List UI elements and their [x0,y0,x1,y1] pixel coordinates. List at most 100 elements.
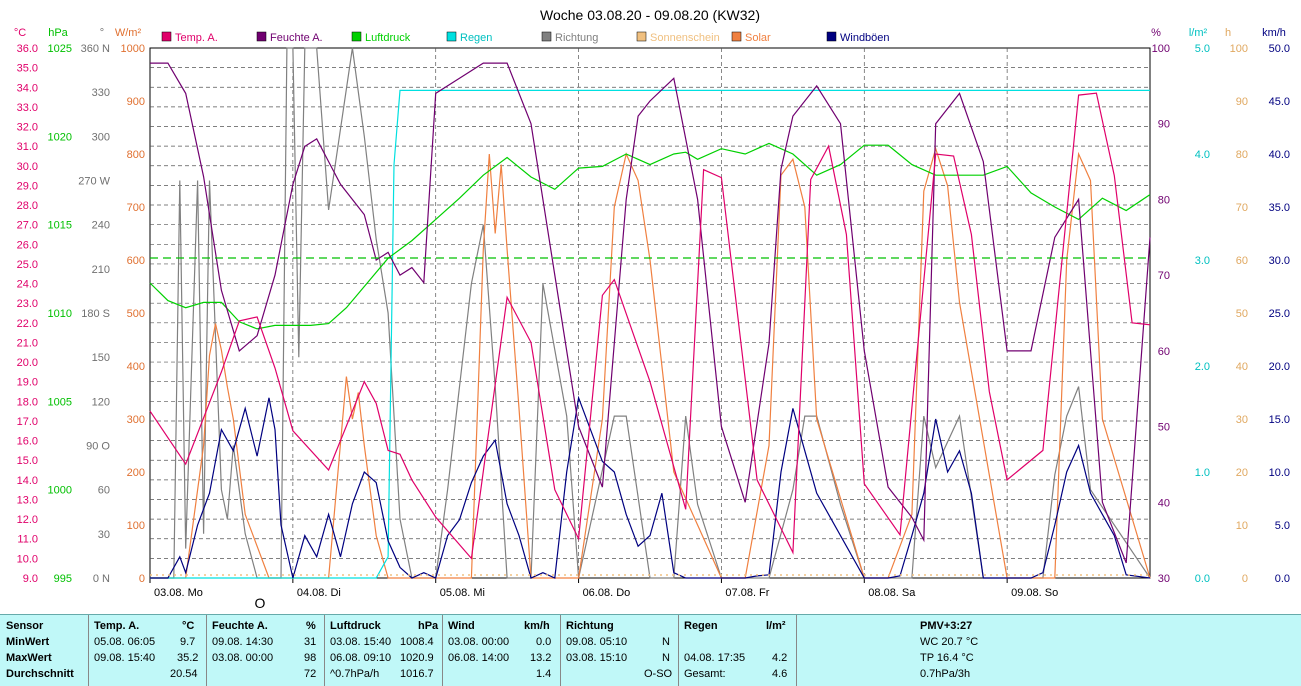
pmv-tp: TP 16.4 °C [920,652,974,664]
rain-total-value: 4.6 [772,668,788,680]
y-tick-temp: 17.0 [17,416,38,428]
y-tick-sunshine: 50 [1236,308,1248,320]
header-press: Luftdruck [330,620,381,632]
x-tick-label: 09.08. So [1011,587,1058,599]
y-tick-solar: 400 [127,361,145,373]
temp-min-time: 05.08. 06:05 [94,636,156,648]
y-tick-direction: 180 S [81,308,110,320]
y-tick-wind: 20.0 [1269,361,1290,373]
y-tick-rain: 3.0 [1195,255,1210,267]
temp-max-value: 35.2 [177,652,199,664]
y-tick-humidity: 70 [1158,270,1170,282]
x-tick-label: 07.08. Fr [725,587,769,599]
y-tick-temp: 32.0 [17,122,38,134]
legend-label: Richtung [555,32,598,44]
y-tick-wind: 45.0 [1269,96,1290,108]
header-pmv: PMV+3:27 [920,620,973,632]
wind-min-time: 03.08. 00:00 [448,636,510,648]
y-tick-temp: 10.0 [17,553,38,565]
legend-swatch [256,31,267,42]
header-rain-unit: l/m² [766,620,786,632]
press-min-time: 03.08. 15:40 [330,636,392,648]
y-tick-rain: 2.0 [1195,361,1210,373]
y-tick-pressure: 1025 [48,43,72,55]
y-tick-temp: 25.0 [17,259,38,271]
y-tick-solar: 700 [127,202,145,214]
y-tick-wind: 10.0 [1269,467,1290,479]
y-tick-humidity: 80 [1158,194,1170,206]
y-tick-solar: 1000 [121,43,145,55]
y-tick-humidity: 90 [1158,119,1170,131]
y-tick-wind: 35.0 [1269,202,1290,214]
y-tick-temp: 26.0 [17,239,38,251]
unit-direction: ° [100,27,104,39]
y-tick-solar: 0 [139,573,145,585]
unit-temp: °C [14,27,26,39]
series-line-windb-en [150,395,1151,579]
x-tick-label: 08.08. Sa [868,587,916,599]
y-tick-solar: 200 [127,467,145,479]
hum-max-value: 98 [304,652,317,664]
y-tick-temp: 21.0 [17,337,38,349]
row-min-label: MinWert [6,636,50,648]
y-tick-wind: 15.0 [1269,414,1290,426]
wind-max-value: 13.2 [530,652,552,664]
y-tick-temp: 34.0 [17,82,38,94]
legend-label: Feuchte A. [270,32,323,44]
unit-pressure: hPa [48,27,68,39]
y-tick-temp: 12.0 [17,514,38,526]
x-tick-label: 03.08. Mo [154,587,203,599]
y-tick-temp: 9.0 [23,573,38,585]
legend-swatch [826,31,837,42]
legend-swatch [161,31,172,42]
dir-avg-value: O-SO [644,668,673,680]
x-tick-label: 06.08. Do [583,587,631,599]
series-line-luftdruck [149,142,1151,330]
y-tick-sunshine: 40 [1236,361,1248,373]
header-press-unit: hPa [418,620,439,632]
legend-label: Sonnenschein [650,32,720,44]
press-max-time: 06.08. 09:10 [330,652,392,664]
header-wind-unit: km/h [524,620,550,632]
series-line-feuchte-a- [150,62,1151,564]
y-tick-solar: 300 [127,414,145,426]
header-rain: Regen [684,620,718,632]
legend-label: Solar [745,32,771,44]
y-tick-temp: 28.0 [17,200,38,212]
series-line-solar [150,146,1151,579]
weather-chart: Woche 03.08.20 - 09.08.20 (KW32) 03.08. M… [14,7,1290,611]
legend-swatch [446,31,457,42]
y-tick-temp: 31.0 [17,141,38,153]
y-tick-direction: 0 N [93,573,110,585]
y-tick-direction: 150 [92,352,110,364]
series-line-regen [150,89,1150,579]
y-tick-sunshine: 20 [1236,467,1248,479]
y-tick-pressure: 1000 [48,485,72,497]
press-avg-trend: ^0.7hPa/h [330,668,380,680]
y-tick-sunshine: 0 [1242,573,1248,585]
y-tick-wind: 25.0 [1269,308,1290,320]
y-tick-pressure: 995 [54,573,72,585]
dir-min-time: 09.08. 05:10 [566,636,628,648]
y-tick-temp: 29.0 [17,180,38,192]
y-tick-sunshine: 90 [1236,96,1248,108]
y-tick-humidity: 50 [1158,422,1170,434]
row-max-label: MaxWert [6,652,52,664]
hum-min-value: 31 [304,636,317,648]
y-tick-pressure: 1005 [48,396,72,408]
legend-swatch [636,31,647,42]
y-tick-wind: 0.0 [1275,573,1290,585]
rain-total-label: Gesamt: [684,668,726,680]
header-hum-unit: % [306,620,316,632]
legend-swatch [351,31,362,42]
y-tick-temp: 19.0 [17,377,38,389]
pmv-wc: WC 20.7 °C [920,636,979,648]
y-tick-solar: 800 [127,149,145,161]
y-tick-direction: 90 O [86,441,110,453]
header-wind: Wind [448,620,475,632]
legend-swatch [541,31,552,42]
y-tick-rain: 4.0 [1195,149,1210,161]
legend-label: Regen [460,32,492,44]
header-hum: Feuchte A. [212,620,268,632]
y-tick-rain: 0.0 [1195,573,1210,585]
